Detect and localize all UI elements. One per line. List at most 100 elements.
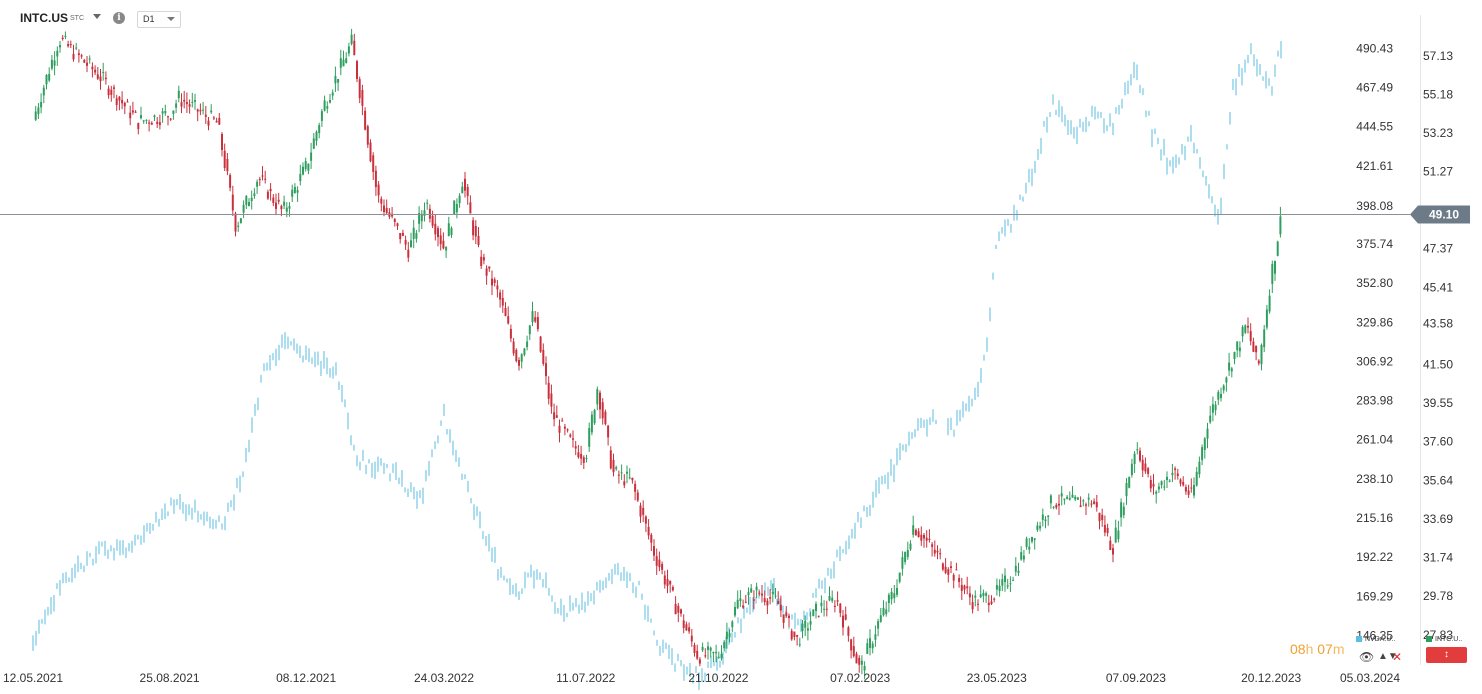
- intc-candle-body: [461, 186, 464, 194]
- intc-candle-body: [709, 647, 712, 651]
- intc-candle-body: [531, 311, 534, 323]
- intc-candle-body: [266, 191, 269, 199]
- intc-candle-body: [955, 569, 958, 571]
- intc-candle-body: [758, 592, 761, 594]
- intc-candle-body: [248, 202, 250, 207]
- intc-candle-body: [696, 650, 699, 659]
- intc-candle-body: [231, 194, 234, 211]
- intc-candle-body: [59, 45, 61, 48]
- legend-intc[interactable]: INTC.U..: [1426, 636, 1462, 643]
- intc-candle-body: [1279, 216, 1282, 235]
- eye-icon[interactable]: 👁: [1359, 650, 1375, 664]
- intc-candle-body: [172, 110, 175, 114]
- remove-series-button[interactable]: ↕: [1426, 647, 1467, 663]
- intc-candle-body: [828, 596, 831, 601]
- intc-candle-body: [788, 615, 790, 618]
- intc-candle-body: [1168, 480, 1171, 482]
- intc-candle-body: [893, 593, 896, 599]
- countdown-minutes-unit: m: [1332, 641, 1345, 657]
- intc-candle-body: [1047, 515, 1050, 518]
- intc-candle-body: [364, 110, 367, 130]
- intc-candle-body: [750, 588, 753, 593]
- right-price-tick: 37.60: [1423, 435, 1453, 449]
- intc-candle-body: [412, 227, 415, 239]
- intc-candle-body: [747, 592, 750, 596]
- intc-candle-body: [188, 104, 191, 107]
- intc-candle-body: [118, 96, 121, 101]
- intc-candle-body: [952, 574, 955, 581]
- intc-candle-body: [518, 360, 520, 366]
- intc-candle-body: [1098, 512, 1101, 522]
- intc-candle-body: [210, 110, 213, 113]
- intc-candle-body: [488, 266, 491, 269]
- intc-candle-body: [113, 87, 115, 89]
- intc-candle-body: [1244, 325, 1247, 333]
- reorder-icon[interactable]: ▲▼: [1378, 651, 1398, 662]
- intc-candle-body: [553, 412, 556, 420]
- intc-candle-body: [1274, 260, 1276, 274]
- intc-candle-body: [636, 492, 639, 501]
- intc-candle-body: [1152, 483, 1155, 487]
- right-price-tick: 45.41: [1423, 280, 1453, 294]
- symbol-dropdown-icon[interactable]: [93, 14, 101, 19]
- intc-candle-body: [269, 188, 272, 192]
- intc-candle-body: [755, 586, 758, 591]
- intc-candle-body: [315, 131, 318, 141]
- intc-candle-body: [1076, 497, 1079, 500]
- intc-candle-body: [150, 122, 153, 125]
- intc-candle-body: [67, 44, 70, 47]
- intc-candle-body: [1255, 345, 1258, 353]
- intc-candle-body: [1087, 497, 1090, 500]
- intc-candle-body: [126, 101, 129, 103]
- intc-candle-body: [1133, 453, 1136, 465]
- intc-candle-body: [558, 425, 561, 433]
- intc-candle-body: [1031, 536, 1033, 542]
- intc-candle-body: [688, 627, 691, 632]
- left-price-tick: 192.22: [1356, 550, 1393, 564]
- intc-candle-body: [1233, 352, 1236, 360]
- intc-candle-body: [869, 638, 871, 648]
- intc-candle-body: [50, 59, 53, 69]
- left-price-tick: 329.86: [1356, 315, 1393, 329]
- intc-candle-body: [628, 477, 631, 479]
- intc-candle-body: [428, 208, 431, 219]
- intc-candle-body: [239, 218, 242, 224]
- intc-candle-body: [291, 189, 294, 197]
- intc-candle-body: [520, 354, 523, 362]
- intc-candle-body: [339, 58, 342, 68]
- intc-candle-body: [80, 55, 83, 57]
- intc-candle-body: [1222, 385, 1225, 391]
- intc-candle-body: [685, 624, 688, 631]
- intc-candle-body: [196, 109, 199, 112]
- symbol-label[interactable]: INTC.US: [20, 11, 68, 25]
- intc-candle-body: [596, 389, 599, 405]
- intc-candle-body: [1238, 347, 1241, 352]
- intc-candle-body: [626, 471, 628, 474]
- intc-candle-body: [928, 538, 931, 541]
- intc-candle-body: [534, 317, 537, 322]
- intc-candle-body: [1209, 415, 1212, 423]
- intc-candle-body: [523, 348, 526, 355]
- intc-candle-body: [385, 208, 388, 213]
- intc-candle-body: [723, 641, 726, 649]
- intc-candle-body: [577, 452, 580, 458]
- intc-candle-body: [323, 100, 326, 111]
- legend-nvda[interactable]: NVDA.U..: [1356, 636, 1395, 643]
- intc-candle-body: [863, 666, 866, 671]
- intc-candle-body: [936, 550, 939, 553]
- intc-candle-body: [318, 125, 321, 134]
- intc-candle-body: [906, 550, 909, 558]
- intc-candle-body: [812, 609, 815, 617]
- intc-candle-body: [493, 279, 496, 284]
- intc-candle-body: [504, 307, 507, 316]
- timeframe-select[interactable]: D1: [137, 11, 181, 28]
- intc-candle-body: [302, 166, 304, 175]
- intc-candle-body: [663, 575, 666, 585]
- close-icon[interactable]: ✕: [1392, 650, 1403, 664]
- intc-candle-body: [1103, 524, 1106, 533]
- info-icon[interactable]: i: [113, 12, 125, 24]
- intc-candle-body: [604, 411, 607, 425]
- intc-candle-body: [993, 598, 996, 600]
- intc-candle-body: [369, 142, 372, 162]
